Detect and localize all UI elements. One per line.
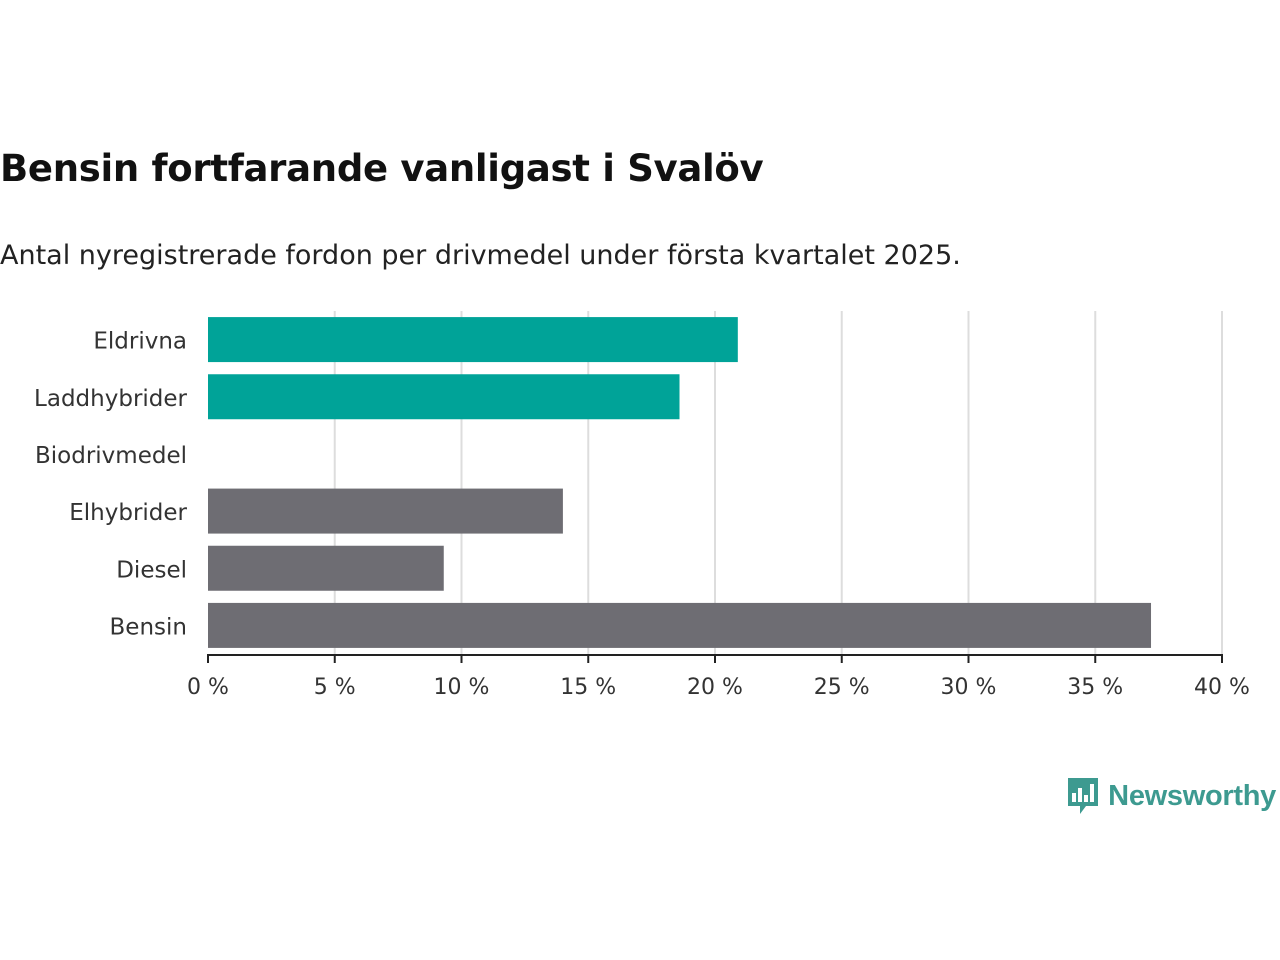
chart-subtitle: Antal nyregistrerade fordon per drivmede… [0,240,961,271]
category-label-bensin: Bensin [110,614,187,640]
bar-diesel [208,545,444,591]
x-axis: 0 % 5 % 10 % 15 % 20 % 25 % 30 % 35 % 40 % [187,654,1250,700]
x-tick-label-7: 35 % [1067,675,1123,700]
bar-bensin [208,602,1152,648]
category-labels: Eldrivna Laddhybrider Biodrivmedel Elhybrid… [34,329,187,641]
brand-logo: Newsworthy [1066,776,1276,816]
bar-elhybrider [208,488,563,534]
bar-laddhybrider [208,374,680,420]
x-tick-label-4: 20 % [687,675,743,700]
brand-name: Newsworthy [1108,779,1276,812]
category-label-laddhybrider: Laddhybrider [34,386,187,412]
category-label-diesel: Diesel [116,557,187,583]
newsworthy-logo-icon [1068,778,1099,814]
x-tick-label-0: 0 % [187,675,229,700]
x-tick-label-1: 5 % [314,675,356,700]
category-label-biodrivmedel: Biodrivmedel [35,443,187,469]
bar-eldrivna [208,317,738,363]
x-tick-label-6: 30 % [941,675,997,700]
x-tick-label-8: 40 % [1194,675,1250,700]
chart-title: Bensin fortfarande vanligast i Svalöv [0,147,764,190]
category-label-elhybrider: Elhybrider [69,500,187,526]
bar-chart: 0 % 5 % 10 % 15 % 20 % 25 % 30 % 35 % 40 % Eldri… [34,311,1250,700]
gridlines [333,311,1223,654]
bars [208,317,1152,648]
category-label-eldrivna: Eldrivna [93,329,187,355]
x-tick-label-5: 25 % [814,675,870,700]
x-tick-label-2: 10 % [434,675,490,700]
x-tick-label-3: 15 % [560,675,616,700]
